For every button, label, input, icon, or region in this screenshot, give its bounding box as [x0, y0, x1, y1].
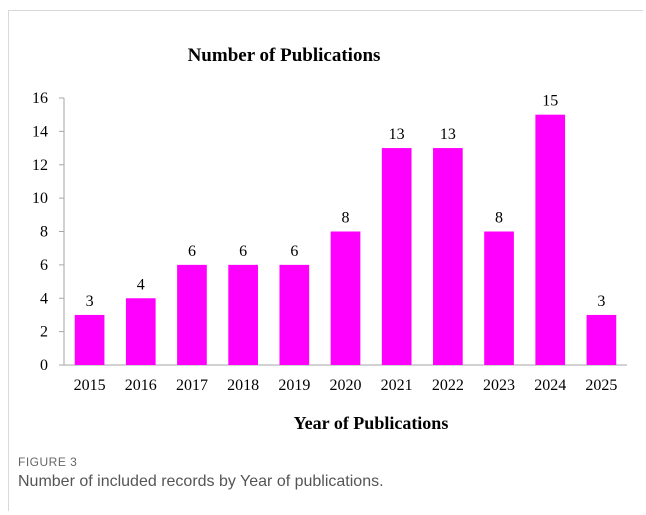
- x-axis: 2015 2016 2017 2018 2019 2020 2021 2022 2023 2024…: [64, 364, 627, 394]
- bar-2025: [586, 314, 617, 365]
- y-tick-label: 16: [32, 90, 48, 107]
- bar-chart: Number of Publications 0 2 4 6 8 10 12 14 16 201…: [32, 45, 627, 433]
- bar-2024: [535, 114, 566, 365]
- bar-2015: [74, 314, 105, 365]
- data-label-2021: 13: [389, 126, 405, 143]
- data-label-2016: 4: [137, 276, 145, 293]
- x-tick-label-2016: 2016: [125, 377, 157, 394]
- y-tick-label: 8: [40, 224, 48, 241]
- chart-title: Number of Publications: [188, 45, 381, 66]
- figure-caption: Number of included records by Year of pu…: [18, 473, 384, 490]
- bar-2017: [177, 264, 207, 365]
- x-tick-label-2023: 2023: [483, 377, 515, 394]
- x-tick-label-2025: 2025: [585, 377, 617, 394]
- figure-label: FIGURE 3: [18, 455, 78, 469]
- bar-2023: [484, 231, 514, 365]
- x-axis-label: Year of Publications: [294, 413, 449, 433]
- figure-frame: [8, 10, 643, 511]
- data-label-2020: 8: [342, 210, 350, 227]
- x-tick-label-2020: 2020: [330, 377, 362, 394]
- data-label-2017: 6: [188, 243, 196, 260]
- data-label-2023: 8: [495, 210, 503, 227]
- x-tick-label-2021: 2021: [381, 377, 413, 394]
- data-label-2015: 3: [86, 293, 94, 310]
- y-tick-label: 14: [32, 123, 48, 140]
- bar-2021: [381, 148, 412, 365]
- data-label-2024: 15: [542, 93, 558, 110]
- bar-2018: [228, 264, 258, 365]
- x-tick-label-2022: 2022: [432, 377, 464, 394]
- y-tick-label: 2: [40, 324, 48, 341]
- x-tick-label-2017: 2017: [176, 377, 208, 394]
- y-tick-label: 0: [40, 357, 48, 374]
- y-tick-label: 10: [32, 190, 48, 207]
- y-tick-label: 12: [32, 157, 48, 174]
- x-tick-label-2019: 2019: [278, 377, 310, 394]
- data-label-2022: 13: [440, 126, 456, 143]
- x-tick-label-2015: 2015: [74, 377, 106, 394]
- bar-2022: [433, 148, 463, 365]
- data-label-2018: 6: [239, 243, 247, 260]
- bar-2019: [279, 264, 310, 365]
- y-axis: 0 2 4 6 8 10 12 14 16: [32, 90, 65, 374]
- bars: 3 4 6 6 6 8 13 13 8 15 3: [74, 93, 617, 365]
- y-tick-label: 4: [40, 290, 48, 307]
- bar-2020: [330, 231, 361, 365]
- x-tick-label-2024: 2024: [534, 377, 566, 394]
- x-tick-label-2018: 2018: [227, 377, 259, 394]
- y-tick-label: 6: [40, 257, 48, 274]
- bar-2016: [125, 298, 156, 365]
- data-label-2025: 3: [597, 293, 605, 310]
- data-label-2019: 6: [290, 243, 298, 260]
